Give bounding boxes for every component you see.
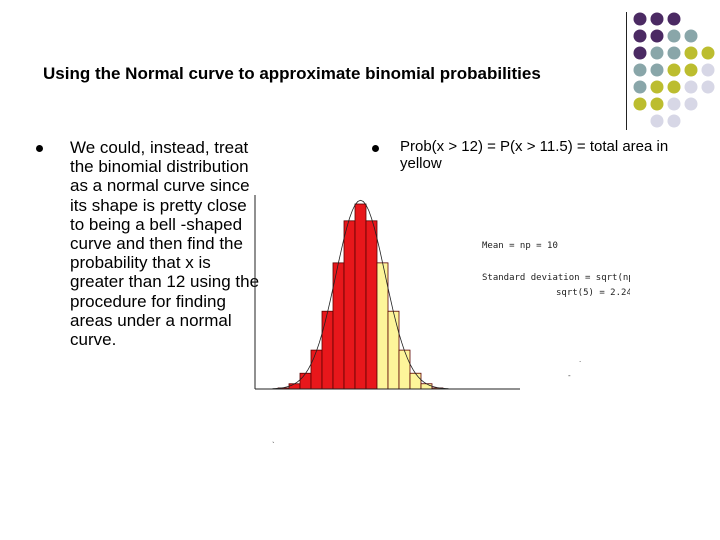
- decorative-dot: [701, 80, 715, 94]
- decorative-dot: [633, 12, 647, 26]
- bullet-icon: [372, 145, 379, 152]
- decorative-dot: [667, 80, 681, 94]
- slide-title: Using the Normal curve to approximate bi…: [43, 64, 541, 83]
- binomial-histogram-chart: Mean = np = 10 Standard deviation = sqrt…: [254, 195, 630, 450]
- sd-annotation: Standard deviation = sqrt(np(1-p)) =: [482, 273, 630, 283]
- right-bullet-text: Prob(x > 12) = P(x > 11.5) = total area …: [400, 138, 669, 172]
- histogram-bar: [321, 310, 334, 390]
- decorative-dot: [650, 29, 664, 43]
- histogram-bar: [288, 383, 301, 390]
- decorative-dot: [650, 12, 664, 26]
- histogram-bar: [387, 310, 400, 390]
- normal-curve: [272, 199, 449, 390]
- decorative-dot: [633, 46, 647, 60]
- histogram-bar: [310, 349, 323, 390]
- decorative-dot: [684, 63, 698, 77]
- decorative-dot: [650, 80, 664, 94]
- decorative-dot: [701, 46, 715, 60]
- decorative-dot-grid: [633, 12, 715, 128]
- decorative-dot: [650, 46, 664, 60]
- histogram-bar: [299, 372, 312, 390]
- decorative-dot: [650, 97, 664, 111]
- histogram-bar: [343, 220, 356, 390]
- stray-mark: .: [579, 355, 581, 364]
- decorative-dot: [667, 114, 681, 128]
- decorative-dot: [684, 46, 698, 60]
- histogram-bar: [398, 349, 411, 390]
- decorative-dot: [667, 29, 681, 43]
- stray-mark: `: [272, 441, 275, 450]
- decorative-dot: [667, 12, 681, 26]
- mean-annotation: Mean = np = 10: [482, 241, 558, 251]
- decorative-dot: [667, 97, 681, 111]
- decorative-dot: [633, 63, 647, 77]
- histogram-bar: [354, 203, 367, 390]
- decorative-dot: [633, 29, 647, 43]
- left-bullet-text: We could, instead, treat the binomial di…: [70, 138, 260, 350]
- decorative-dot: [633, 97, 647, 111]
- decorative-dot: [633, 80, 647, 94]
- sd-value-annotation: sqrt(5) = 2.24: [556, 288, 630, 298]
- decorative-dot: [684, 80, 698, 94]
- decorative-dot: [684, 29, 698, 43]
- decorative-dot: [684, 97, 698, 111]
- histogram-bar: [365, 220, 378, 390]
- histogram-bar: [409, 372, 422, 390]
- decorative-dot: [701, 63, 715, 77]
- bullet-icon: [36, 145, 43, 152]
- histogram-bar: [420, 383, 433, 390]
- stray-mark: -: [568, 371, 571, 380]
- decorative-vertical-line: [626, 12, 627, 130]
- decorative-dot: [650, 114, 664, 128]
- decorative-dot: [667, 46, 681, 60]
- decorative-dot: [650, 63, 664, 77]
- decorative-dot: [667, 63, 681, 77]
